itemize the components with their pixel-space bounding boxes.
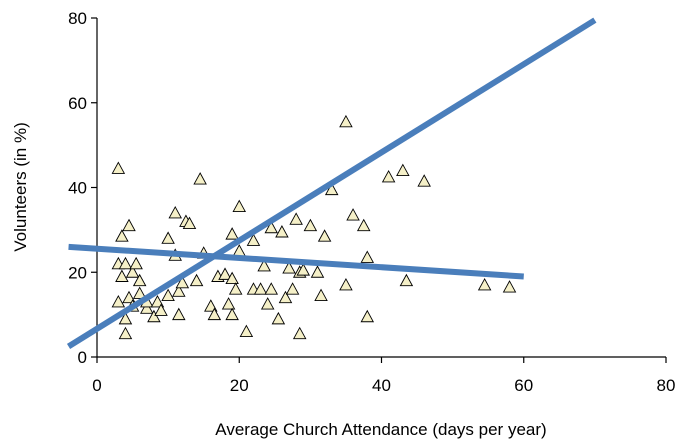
data-point: [275, 225, 289, 238]
data-point: [147, 309, 161, 323]
data-point: [285, 282, 300, 295]
data-point: [360, 250, 375, 263]
data-point: [303, 218, 318, 232]
data-point: [172, 307, 186, 321]
data-point: [207, 307, 222, 321]
data-point: [239, 324, 254, 338]
trendlines: [66, 17, 597, 349]
data-point: [246, 233, 261, 246]
data-point: [339, 114, 353, 128]
trend-line: [68, 243, 524, 280]
trend-line: [66, 17, 597, 349]
data-point: [204, 299, 218, 312]
data-point: [360, 309, 375, 323]
data-point: [221, 297, 236, 310]
y-tick-label: 40: [68, 179, 87, 198]
data-point: [115, 269, 129, 282]
data-point: [271, 311, 286, 325]
data-point: [118, 311, 133, 325]
data-point: [228, 282, 243, 295]
data-point: [122, 218, 136, 232]
data-point: [225, 271, 239, 285]
x-tick-label: 0: [92, 376, 101, 395]
data-point: [111, 161, 126, 174]
data-point: [417, 174, 431, 187]
data-point: [122, 290, 136, 304]
data-point: [282, 261, 296, 274]
data-point: [324, 182, 339, 196]
data-point: [125, 265, 140, 278]
data-point: [225, 307, 239, 321]
data-point: [175, 275, 190, 289]
x-tick-label: 40: [372, 376, 391, 395]
data-point: [129, 256, 143, 270]
data-point: [193, 172, 207, 185]
data-point: [346, 208, 360, 221]
data-point: [264, 220, 279, 234]
y-tick-label: 0: [78, 348, 87, 367]
data-point: [161, 288, 175, 302]
x-ticks: 0 20 40 60 80: [92, 357, 675, 395]
data-point: [264, 282, 279, 295]
x-axis-label: Average Church Attendance (days per year…: [215, 420, 546, 439]
data-point: [381, 169, 396, 183]
data-point: [161, 231, 175, 244]
data-point: [189, 273, 204, 287]
data-point: [314, 288, 328, 302]
data-point: [260, 297, 275, 310]
data-point: [477, 278, 492, 291]
y-axis-label: Volunteers (in %): [11, 122, 30, 251]
data-point: [232, 199, 247, 213]
data-point: [502, 280, 517, 293]
data-point: [310, 265, 325, 278]
y-ticks: 0 20 40 60 80: [68, 9, 97, 367]
x-tick-label: 20: [230, 376, 249, 395]
data-point: [132, 273, 147, 287]
axes: [96, 18, 666, 358]
data-point: [115, 229, 129, 242]
data-point: [140, 301, 154, 314]
data-point: [396, 163, 410, 176]
y-tick-label: 80: [68, 9, 87, 28]
data-point: [172, 284, 186, 297]
data-point: [399, 273, 414, 287]
data-point: [154, 303, 168, 316]
data-point: [150, 294, 165, 308]
data-point: [225, 227, 239, 240]
data-points: [111, 114, 517, 340]
data-point: [296, 263, 311, 276]
data-point: [356, 218, 371, 232]
data-point: [168, 205, 182, 219]
y-tick-label: 20: [68, 263, 87, 282]
data-point: [182, 216, 197, 229]
data-point: [257, 258, 271, 272]
data-point: [339, 278, 353, 291]
data-point: [118, 256, 133, 270]
y-tick-label: 60: [68, 94, 87, 113]
data-point: [132, 286, 147, 299]
data-point: [111, 294, 126, 308]
data-point: [317, 229, 332, 242]
data-point: [218, 267, 232, 280]
data-point: [292, 326, 307, 340]
data-point: [278, 290, 293, 304]
data-point: [118, 326, 133, 340]
data-point: [289, 212, 303, 225]
x-tick-label: 80: [657, 376, 676, 395]
x-tick-label: 60: [514, 376, 533, 395]
data-point: [253, 282, 268, 295]
